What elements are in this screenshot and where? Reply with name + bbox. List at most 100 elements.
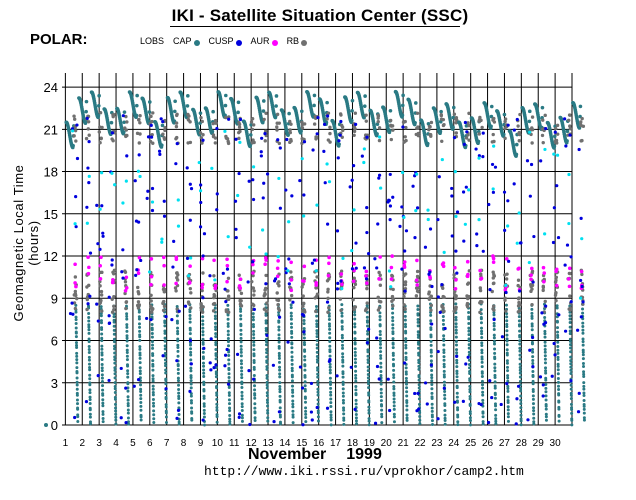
cap-point xyxy=(353,342,357,346)
cap-point xyxy=(253,393,257,397)
cap-point xyxy=(354,373,358,377)
cap-point xyxy=(400,103,405,108)
cusp-point xyxy=(137,153,141,157)
edge-point xyxy=(442,250,446,254)
cap-point xyxy=(316,372,320,376)
cap-point xyxy=(578,104,583,109)
rb-point xyxy=(518,308,522,313)
cap-point xyxy=(239,354,243,358)
cusp-point xyxy=(96,319,100,323)
cusp-point xyxy=(515,117,519,122)
cusp-point xyxy=(124,421,128,425)
y-tick-label: 12 xyxy=(44,249,58,264)
rb-point xyxy=(135,303,140,308)
cap-point xyxy=(239,317,243,321)
cusp-point xyxy=(136,378,141,382)
rb-point xyxy=(491,270,495,274)
rb-point xyxy=(289,139,293,143)
cap-point xyxy=(312,93,317,98)
cap-point xyxy=(582,374,586,378)
cap-point xyxy=(202,368,206,372)
cap-point xyxy=(126,375,130,379)
cap-point xyxy=(277,354,281,358)
cap-point xyxy=(519,409,523,413)
rb-point xyxy=(440,304,444,308)
cap-point xyxy=(353,350,357,354)
cap-point xyxy=(75,354,79,358)
cap-point xyxy=(379,350,383,354)
rb-point xyxy=(162,136,166,140)
cusp-point xyxy=(264,282,268,286)
cap-point xyxy=(112,324,116,328)
cusp-point xyxy=(277,315,282,319)
cap-point xyxy=(342,418,346,422)
aur-point xyxy=(377,276,381,281)
cap-point xyxy=(531,397,535,401)
rb-point xyxy=(186,141,190,145)
cap-point xyxy=(201,342,205,346)
cusp-point xyxy=(188,339,193,343)
cap-point xyxy=(278,385,282,389)
x-tick-label: 27 xyxy=(499,438,511,449)
rb-point xyxy=(250,117,255,121)
rb-point xyxy=(175,135,179,140)
rb-point xyxy=(161,132,165,136)
edge-point xyxy=(277,176,281,181)
cap-point xyxy=(481,420,485,424)
cap-point xyxy=(363,94,367,98)
edge-point xyxy=(276,255,280,259)
cusp-point xyxy=(569,300,573,304)
cusp-point xyxy=(541,394,545,398)
cap-point xyxy=(138,369,142,373)
cap-point xyxy=(126,420,130,424)
cusp-point xyxy=(436,417,440,421)
source-url[interactable]: http://www.iki.rssi.ru/vprokhor/camp2.ht… xyxy=(204,464,524,479)
cap-point xyxy=(176,364,180,368)
cap-point xyxy=(531,370,535,374)
rb-point xyxy=(503,273,507,277)
edge-point xyxy=(426,217,430,222)
cap-point xyxy=(556,384,560,388)
cap-point xyxy=(265,351,269,355)
origin-point xyxy=(44,423,48,427)
edge-point xyxy=(197,160,201,165)
aur-point xyxy=(428,276,433,280)
cusp-point xyxy=(481,249,485,253)
cap-point xyxy=(189,376,193,380)
rb-point xyxy=(275,112,280,117)
cusp-point xyxy=(516,384,521,388)
legend-label: AUR xyxy=(250,36,270,46)
cap-point xyxy=(304,420,308,424)
cusp-point xyxy=(300,386,305,390)
cap-point xyxy=(531,389,535,393)
y-tick-label: 24 xyxy=(44,80,58,95)
cap-point xyxy=(392,391,396,395)
cap-point xyxy=(379,382,383,386)
cap-point xyxy=(113,376,117,380)
aur-point xyxy=(340,282,344,287)
rb-point xyxy=(492,120,497,124)
cusp-point xyxy=(134,219,139,223)
cusp-point xyxy=(322,122,327,126)
cap-point xyxy=(354,379,358,383)
cap-point xyxy=(555,320,559,324)
cap-point xyxy=(405,394,409,398)
cap-point xyxy=(152,420,156,424)
rb-point xyxy=(529,283,533,287)
cusp-point xyxy=(252,377,256,381)
rb-point xyxy=(491,304,496,308)
edge-point xyxy=(286,269,290,273)
cap-point xyxy=(290,362,294,366)
aur-point xyxy=(402,260,407,264)
cap-point xyxy=(531,355,535,359)
rb-point xyxy=(352,305,356,310)
rb-point xyxy=(174,289,178,293)
cusp-point xyxy=(556,235,561,240)
cap-point xyxy=(88,391,92,395)
cap-point xyxy=(328,331,332,335)
cusp-point xyxy=(423,381,428,385)
cap-point xyxy=(404,337,408,341)
cap-point xyxy=(152,417,156,421)
rb-point xyxy=(554,275,559,280)
cap-point xyxy=(519,402,523,406)
